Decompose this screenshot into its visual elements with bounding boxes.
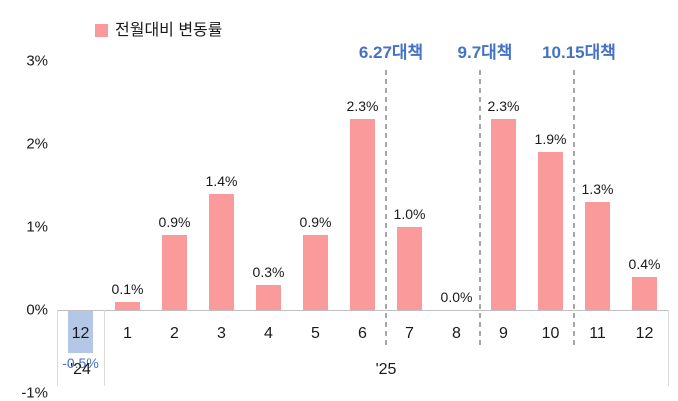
legend: 전월대비 변동률 <box>95 22 223 40</box>
bar <box>303 235 328 310</box>
legend-label: 전월대비 변동률 <box>115 22 223 39</box>
bar-value-label: 0.9% <box>158 214 191 231</box>
x-axis-tick: 6 <box>358 325 367 342</box>
policy-reference-line <box>573 70 575 345</box>
y-axis-tick: 3% <box>26 52 48 70</box>
x-axis-tick: 4 <box>264 325 273 342</box>
bar-value-label: 0.3% <box>252 264 285 281</box>
x-axis-tick: 12 <box>635 325 654 342</box>
policy-annotation: 6.27대책 <box>358 43 424 62</box>
y-axis-tick: -1% <box>21 384 48 401</box>
bar <box>585 202 610 310</box>
bar-value-label: 0.0% <box>440 289 473 305</box>
bar <box>538 152 563 310</box>
x-axis-tick: 3 <box>217 325 226 342</box>
policy-reference-line <box>385 70 387 345</box>
y-axis-tick: 1% <box>26 218 48 236</box>
x-axis-tick: 5 <box>311 325 320 342</box>
bar <box>115 301 140 310</box>
x-axis-tick: 8 <box>452 325 461 342</box>
x-axis-tick: 11 <box>589 325 606 342</box>
y-axis-tick: 2% <box>26 135 48 153</box>
policy-reference-line <box>479 70 481 345</box>
bar <box>209 193 234 310</box>
bar-negative <box>68 311 93 353</box>
bar <box>491 119 516 310</box>
bar-value-label: 1.9% <box>534 131 567 148</box>
x-axis-tick: 10 <box>541 325 560 342</box>
x-axis-tick: 12 <box>71 325 90 342</box>
bar <box>397 227 422 310</box>
bar-value-label: 1.3% <box>581 181 614 198</box>
bar-value-label: 2.3% <box>487 98 520 115</box>
bar-value-label: 0.1% <box>111 280 144 297</box>
policy-annotation: 9.7대책 <box>457 43 513 62</box>
axis-group-separator <box>668 310 669 386</box>
x-axis-tick: 9 <box>499 325 508 342</box>
x-axis-tick: 1 <box>123 325 132 342</box>
bar-value-label: -0.5% <box>62 354 99 371</box>
x-axis-group-label: '24 <box>70 361 91 378</box>
bar-value-label: 1.4% <box>205 172 238 189</box>
x-axis-tick: 7 <box>405 325 414 342</box>
axis-group-separator <box>104 310 105 386</box>
bar-value-label: 1.0% <box>393 206 426 222</box>
axis-group-separator <box>57 310 58 386</box>
bar-value-label: 2.3% <box>346 98 379 115</box>
bar <box>256 285 281 310</box>
x-axis-tick: 2 <box>170 325 179 342</box>
bar <box>350 119 375 310</box>
bar <box>162 235 187 310</box>
x-axis-group-label: '25 <box>375 361 397 378</box>
bar-value-label: 0.9% <box>299 214 332 231</box>
bar <box>632 276 657 310</box>
bar-value-label: 0.4% <box>628 255 661 272</box>
y-axis-tick: 0% <box>26 301 48 319</box>
x-axis-line <box>57 310 668 311</box>
policy-annotation: 10.15대책 <box>542 43 616 62</box>
legend-swatch-icon <box>95 24 108 38</box>
